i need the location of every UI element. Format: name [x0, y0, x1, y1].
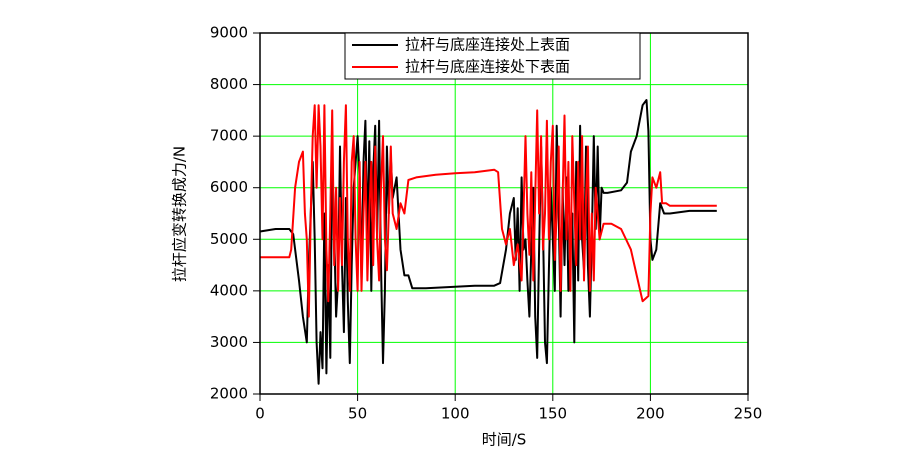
series-line [259, 99, 717, 385]
legend-label: 拉杆与底座连接处上表面 [405, 36, 570, 54]
y-tick-label: 5000 [210, 230, 248, 248]
x-tick-label: 250 [734, 405, 763, 423]
legend-box [344, 32, 641, 80]
x-tick-label: 150 [538, 405, 567, 423]
x-tick-label: 0 [255, 405, 265, 423]
x-tick-label: 100 [441, 405, 470, 423]
y-tick-label: 3000 [210, 333, 248, 351]
y-axis-label: 拉杆应变转换成力/N [171, 146, 189, 282]
y-tick-label: 9000 [210, 24, 248, 42]
y-tick-label: 4000 [210, 281, 248, 299]
y-tick-label: 2000 [210, 385, 248, 403]
legend-label: 拉杆与底座连接处下表面 [405, 58, 570, 76]
x-axis-label: 时间/S [482, 431, 527, 449]
series-line [260, 104, 717, 318]
x-tick-label: 200 [636, 405, 665, 423]
y-tick-label: 7000 [210, 127, 248, 145]
y-tick-label: 8000 [210, 75, 248, 93]
y-tick-label: 6000 [210, 178, 248, 196]
x-tick-label: 50 [348, 405, 367, 423]
